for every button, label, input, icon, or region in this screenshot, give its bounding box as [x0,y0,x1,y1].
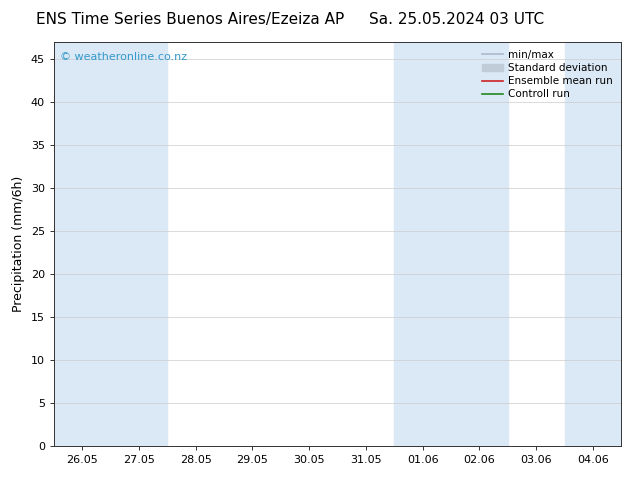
Text: © weatheronline.co.nz: © weatheronline.co.nz [60,52,186,62]
Bar [110,42,167,446]
Text: ENS Time Series Buenos Aires/Ezeiza AP: ENS Time Series Buenos Aires/Ezeiza AP [36,12,344,27]
Text: Sa. 25.05.2024 03 UTC: Sa. 25.05.2024 03 UTC [369,12,544,27]
Bar [54,42,110,446]
Bar [451,42,508,446]
Y-axis label: Precipitation (mm/6h): Precipitation (mm/6h) [12,175,25,312]
Bar [564,42,621,446]
Legend: min/max, Standard deviation, Ensemble mean run, Controll run: min/max, Standard deviation, Ensemble me… [479,47,616,102]
Bar [394,42,451,446]
